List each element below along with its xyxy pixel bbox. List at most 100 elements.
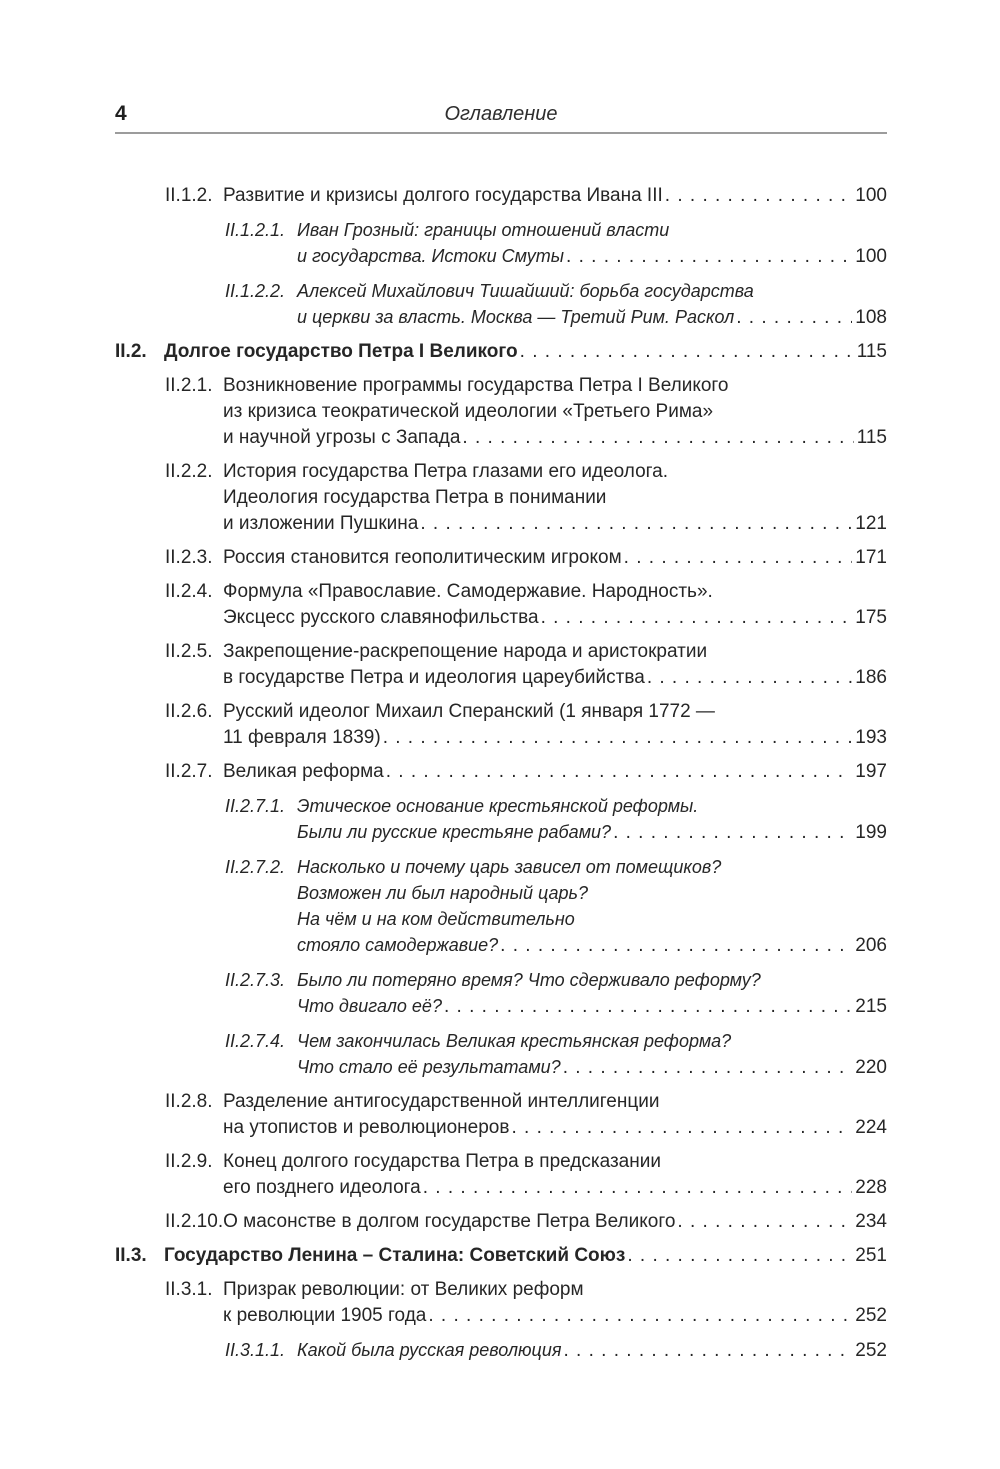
toc-entry-page: 252 <box>855 1305 887 1326</box>
toc-entry: II.1.2.1. Иван Грозный: границы отношений… <box>115 217 887 270</box>
running-header-title: Оглавление <box>444 103 558 125</box>
dotted-leader <box>563 1054 853 1081</box>
toc-entry-title-line: Конец долгого государства Петра в предск… <box>223 1151 661 1172</box>
toc-entry-title: Этическое основание крестьянской реформы… <box>297 793 887 846</box>
toc-entry-title-line: из кризиса теократической идеологии «Тре… <box>223 401 714 422</box>
toc-entry-page: 171 <box>855 547 887 568</box>
toc-entry-title-line: и церкви за власть. Москва — Третий Рим.… <box>297 307 735 327</box>
toc-entry-title-line: Развитие и кризисы долгого государства И… <box>223 185 663 206</box>
toc-entry-title: Было ли потеряно время? Что сдерживало р… <box>297 967 887 1020</box>
toc-entry-title-line: Этическое основание крестьянской реформы… <box>297 796 699 816</box>
toc-entry-title-line: Разделение антигосударственной интеллиге… <box>223 1091 660 1112</box>
toc-entry-title-line: Государство Ленина – Сталина: Советский … <box>164 1245 626 1266</box>
toc-entry-number: II.2.7.1. <box>225 796 286 816</box>
toc-entry-title-line: История государства Петра глазами его ид… <box>223 461 669 482</box>
toc-entry-number: II.3. <box>115 1245 147 1266</box>
toc-entry-title-line: Долгое государство Петра I Великого <box>164 341 518 362</box>
running-header: 4 Оглавление <box>115 96 887 134</box>
dotted-leader <box>428 1303 852 1329</box>
toc-entry: II.2.2. История государства Петра глазами… <box>115 459 887 537</box>
dotted-leader <box>563 1337 852 1364</box>
toc-entry-title-line: Алексей Михайлович Тишайший: борьба госу… <box>297 281 754 301</box>
toc-entry-page: 206 <box>855 935 887 956</box>
dotted-leader <box>541 605 853 631</box>
toc-entry-title-line: Русский идеолог Михаил Сперанский (1 янв… <box>223 701 715 722</box>
dotted-leader <box>386 759 853 785</box>
toc-entry: II.3. Государство Ленина – Сталина: Совет… <box>115 1243 887 1269</box>
toc-entry-title-line: Россия становится геополитическим игроко… <box>223 547 622 568</box>
toc-entry: II.2.8. Разделение антигосударственной ин… <box>115 1089 887 1141</box>
toc-entry-title: Иван Грозный: границы отношений власти и … <box>297 217 887 270</box>
toc-entry-title: Долгое государство Петра I Великого 115 <box>164 339 887 365</box>
toc-entry: II.2.3. Россия становится геополитическим… <box>115 545 887 571</box>
toc-entry: II.2.7.4. Чем закончилась Великая крестья… <box>115 1028 887 1081</box>
dotted-leader <box>444 993 852 1020</box>
toc-entry-title-line: Иван Грозный: границы отношений власти <box>297 220 670 240</box>
toc-entry-title-line: Что стало её результатами? <box>297 1057 561 1077</box>
toc-entry-title-line: Формула «Православие. Самодержавие. Наро… <box>223 581 713 602</box>
toc-entry-title-line: к революции 1905 года <box>223 1305 427 1326</box>
toc-entry-title-line: Идеология государства Петра в понимании <box>223 487 607 508</box>
toc-entry-page: 186 <box>855 667 887 688</box>
dotted-leader <box>462 425 853 451</box>
toc-entry-number: II.2.5. <box>165 641 213 662</box>
toc-entry-title-line: Что двигало её? <box>297 996 442 1016</box>
toc-entry-number: II.1.2.1. <box>225 220 286 240</box>
toc-entry-page: 193 <box>855 727 887 748</box>
dotted-leader <box>613 819 852 846</box>
toc-entry-number: II.2.1. <box>165 375 213 396</box>
toc-entry: II.1.2. Развитие и кризисы долгого госуда… <box>115 183 887 209</box>
toc-entry-title-line: Было ли потеряно время? Что сдерживало р… <box>297 970 761 990</box>
toc-entry: II.3.1.1. Какой была русская революция 252 <box>115 1337 887 1364</box>
toc-entry-title-line: Были ли русские крестьяне рабами? <box>297 822 612 842</box>
toc-entry-page: 100 <box>855 185 887 206</box>
toc-entry-title-line: Великая реформа <box>223 761 384 782</box>
toc-entry-page: 197 <box>855 761 887 782</box>
toc-entry-number: II.1.2. <box>165 185 213 206</box>
toc-entry-number: II.2.7.3. <box>225 970 286 990</box>
toc-entry-title: Разделение антигосударственной интеллиге… <box>223 1089 887 1141</box>
dotted-leader <box>677 1209 852 1235</box>
toc-entry-title-line: Эксцесс русского славянофильства <box>223 607 539 628</box>
toc-entry-title: Конец долгого государства Петра в предск… <box>223 1149 887 1201</box>
toc-entry-title-line: Возникновение программы государства Петр… <box>223 375 729 396</box>
toc-entry-number: II.2.4. <box>165 581 213 602</box>
dotted-leader <box>520 339 854 365</box>
toc-entry-number: II.2.6. <box>165 701 213 722</box>
toc-entry: II.2.7.3. Было ли потеряно время? Что сде… <box>115 967 887 1020</box>
dotted-leader <box>383 725 853 751</box>
page-number: 4 <box>115 102 127 125</box>
toc-entry: II.2.5. Закрепощение-раскрепощение народа… <box>115 639 887 691</box>
toc-entry-page: 215 <box>855 996 887 1017</box>
toc-entry-number: II.2.7.4. <box>225 1031 286 1051</box>
toc-entry-page: 252 <box>855 1340 887 1361</box>
toc-entry: II.2.4. Формула «Православие. Самодержави… <box>115 579 887 631</box>
toc-entry: II.2.7.2. Насколько и почему царь зависел… <box>115 854 887 959</box>
toc-entry-title-line: и изложении Пушкина <box>223 513 419 534</box>
toc-entry-title-line: 11 февраля 1839) <box>223 727 381 748</box>
toc-entry-title: Насколько и почему царь зависел от помещ… <box>297 854 887 959</box>
toc-entry-page: 234 <box>855 1211 887 1232</box>
toc-entry-page: 100 <box>855 246 887 267</box>
toc-entry: II.2.7. Великая реформа 197 <box>115 759 887 785</box>
toc-entry-page: 108 <box>855 307 887 328</box>
toc-entry-title: Развитие и кризисы долгого государства И… <box>223 183 887 209</box>
dotted-leader <box>665 183 853 209</box>
toc-entry-page: 115 <box>856 341 887 362</box>
toc-entry-title-line: в государстве Петра и идеология цареубий… <box>223 667 645 688</box>
toc-entry-number: II.2.7.2. <box>225 857 286 877</box>
dotted-leader <box>647 665 852 691</box>
toc-entry-page: 228 <box>855 1177 887 1198</box>
dotted-leader <box>420 511 852 537</box>
toc-entry-page: 115 <box>856 427 887 448</box>
toc-entry-title-line: стояло самодержавие? <box>297 935 499 955</box>
toc-entry-title-line: Призрак революции: от Великих реформ <box>223 1279 584 1300</box>
toc-entry-title-line: На чём и на ком действительно <box>297 909 575 929</box>
toc-entry: II.2. Долгое государство Петра I Великого… <box>115 339 887 365</box>
toc-entry-number: II.2.8. <box>165 1091 213 1112</box>
toc-entry-title: Государство Ленина – Сталина: Советский … <box>164 1243 887 1269</box>
toc-entry-number: II.2. <box>115 341 147 362</box>
toc-entry-title: Закрепощение-раскрепощение народа и арис… <box>223 639 887 691</box>
toc-entry-title: Призрак революции: от Великих реформ к ре… <box>223 1277 887 1329</box>
toc-entry-title: Алексей Михайлович Тишайший: борьба госу… <box>297 278 887 331</box>
